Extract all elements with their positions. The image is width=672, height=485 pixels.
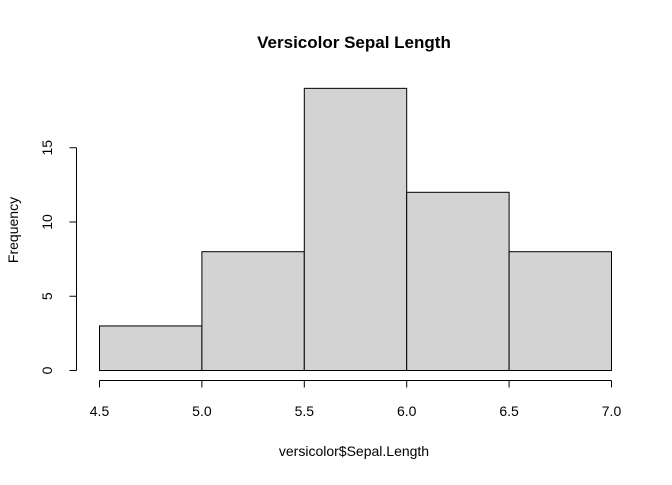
x-tick-label-2: 5.5 bbox=[295, 403, 315, 419]
histogram-bar-3 bbox=[406, 191, 510, 371]
x-tick-label-1: 5.0 bbox=[192, 403, 212, 419]
x-axis: 4.5 5.0 5.5 6.0 6.5 7.0 bbox=[90, 380, 622, 419]
x-axis-label: versicolor$Sepal.Length bbox=[279, 443, 429, 459]
chart-title: Versicolor Sepal Length bbox=[257, 33, 451, 52]
y-tick-label-2: 10 bbox=[39, 214, 55, 230]
x-tick-label-3: 6.0 bbox=[397, 403, 417, 419]
y-tick-label-0: 0 bbox=[39, 366, 55, 374]
histogram-bar-1 bbox=[201, 251, 305, 371]
y-tick-label-1: 5 bbox=[39, 292, 55, 300]
histogram-bar-4 bbox=[508, 251, 613, 371]
x-tick-label-0: 4.5 bbox=[90, 403, 110, 419]
histogram-bar-2 bbox=[303, 87, 408, 371]
bars-layer bbox=[99, 87, 613, 372]
y-tick-label-3: 15 bbox=[39, 140, 55, 156]
histogram-bar-0 bbox=[99, 325, 203, 372]
y-axis-label: Frequency bbox=[5, 197, 21, 263]
y-axis: 0 5 10 15 bbox=[39, 140, 77, 374]
x-tick-label-4: 6.5 bbox=[499, 403, 519, 419]
x-tick-label-5: 7.0 bbox=[602, 403, 622, 419]
